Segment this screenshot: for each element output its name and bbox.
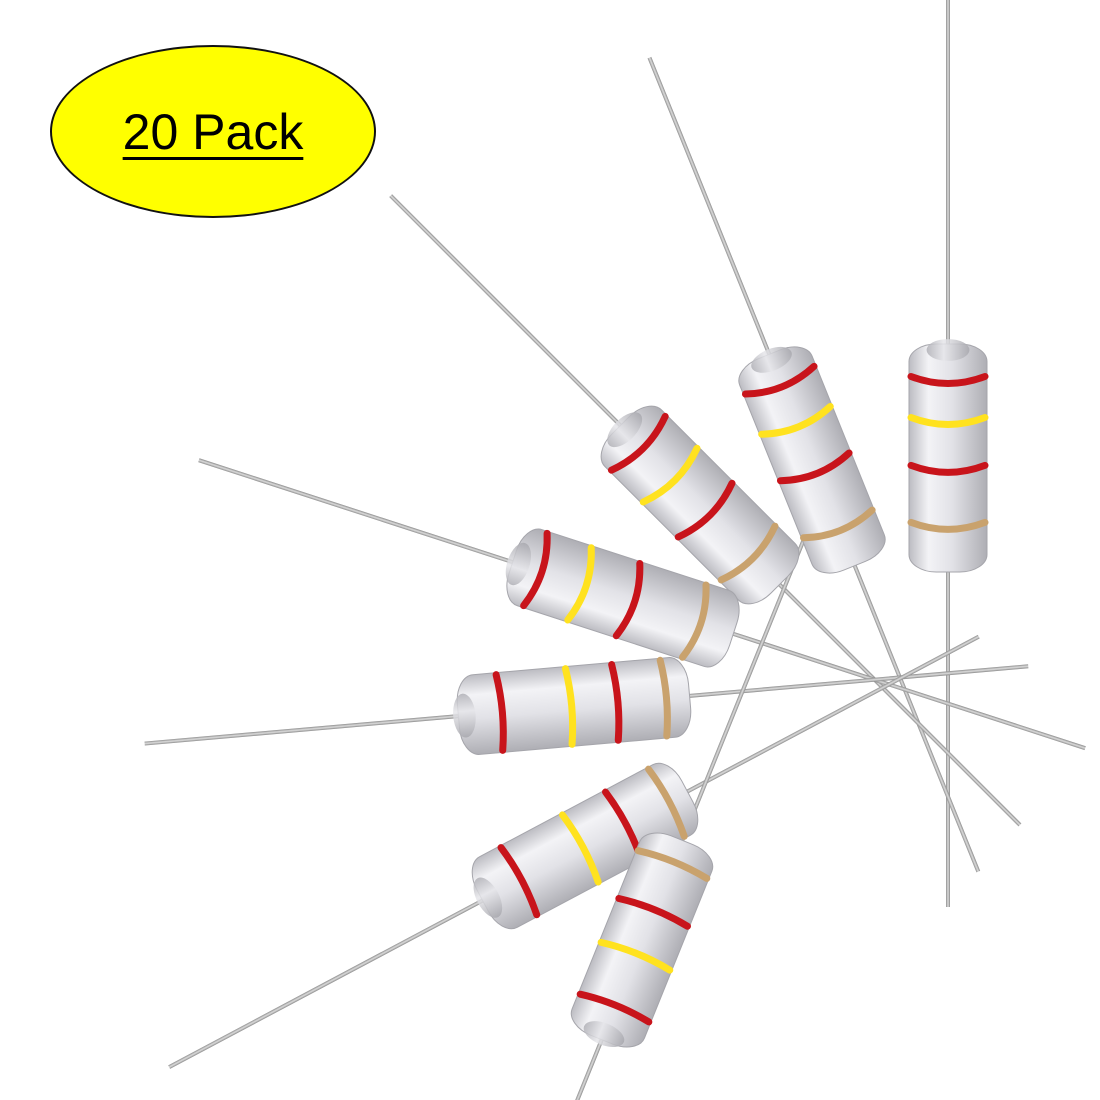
lead-wire: [168, 896, 488, 1069]
color-band-red: [741, 362, 818, 398]
lead-wire: [389, 194, 625, 430]
resistor-end-cap: [926, 339, 970, 361]
lead-wire: [851, 561, 981, 873]
lead-wire: [144, 713, 463, 746]
color-band-gold: [656, 656, 671, 740]
color-band-gold: [717, 522, 779, 584]
resistor-1: [907, 339, 989, 573]
resistor-end-cap: [607, 412, 643, 448]
resistor-end-cap: [453, 693, 476, 738]
color-band-gold: [907, 518, 989, 533]
color-band-gold: [645, 765, 688, 840]
color-band-red: [520, 529, 551, 610]
color-band-red: [497, 844, 541, 919]
resistor-end-cap: [583, 1021, 625, 1048]
color-band-yellow: [561, 665, 577, 748]
color-band-red: [776, 449, 853, 485]
resistor-6: [471, 762, 699, 930]
resistor-end-cap: [473, 877, 503, 918]
lead-wire: [198, 458, 518, 566]
color-band-gold: [634, 847, 711, 882]
color-band-red: [674, 479, 736, 541]
pack-count-badge: 20 Pack: [50, 45, 376, 218]
lead-wire: [647, 56, 773, 359]
resistor-end-cap: [751, 346, 792, 373]
color-band-red: [907, 461, 989, 476]
lead-wire: [946, 568, 950, 907]
resistor-3: [600, 405, 800, 605]
color-band-yellow: [907, 414, 989, 428]
resistor-7: [570, 832, 714, 1048]
color-band-red: [615, 895, 691, 930]
resistor-lead-pair: [144, 664, 1029, 746]
resistor-lead-pair: [389, 194, 1022, 827]
resistor-4: [505, 528, 740, 668]
color-band-yellow: [758, 402, 834, 438]
resistor-end-cap: [505, 542, 532, 586]
color-band-red: [492, 671, 507, 754]
lead-wire: [685, 664, 1029, 699]
resistor-bodies: [453, 339, 989, 1048]
lead-wire: [728, 630, 1086, 751]
color-band-red: [907, 372, 989, 387]
pack-count-label: 20 Pack: [122, 103, 304, 160]
color-band-yellow: [639, 444, 701, 506]
color-band-yellow: [558, 811, 602, 886]
resistor-lead-pair: [168, 634, 980, 1069]
lead-wire: [946, 0, 950, 348]
color-band-red: [608, 661, 623, 744]
lead-wire: [775, 580, 1022, 827]
lead-wire: [678, 533, 808, 845]
color-band-gold: [800, 506, 876, 542]
resistor-lead-pair: [946, 0, 950, 907]
resistor-lead-pair: [647, 56, 981, 873]
lead-wire: [682, 634, 980, 796]
color-band-red: [612, 559, 644, 640]
color-band-yellow: [597, 938, 674, 974]
color-band-gold: [678, 581, 710, 661]
resistor-2: [738, 346, 886, 574]
color-band-yellow: [564, 544, 595, 624]
lead-wire: [524, 1035, 606, 1100]
color-band-red: [576, 990, 653, 1026]
resistor-lead-pair: [524, 533, 808, 1100]
resistor-lead-pair: [198, 458, 1086, 751]
resistor-leads: [144, 0, 1086, 1100]
resistor-5: [453, 656, 692, 755]
color-band-red: [607, 412, 669, 474]
